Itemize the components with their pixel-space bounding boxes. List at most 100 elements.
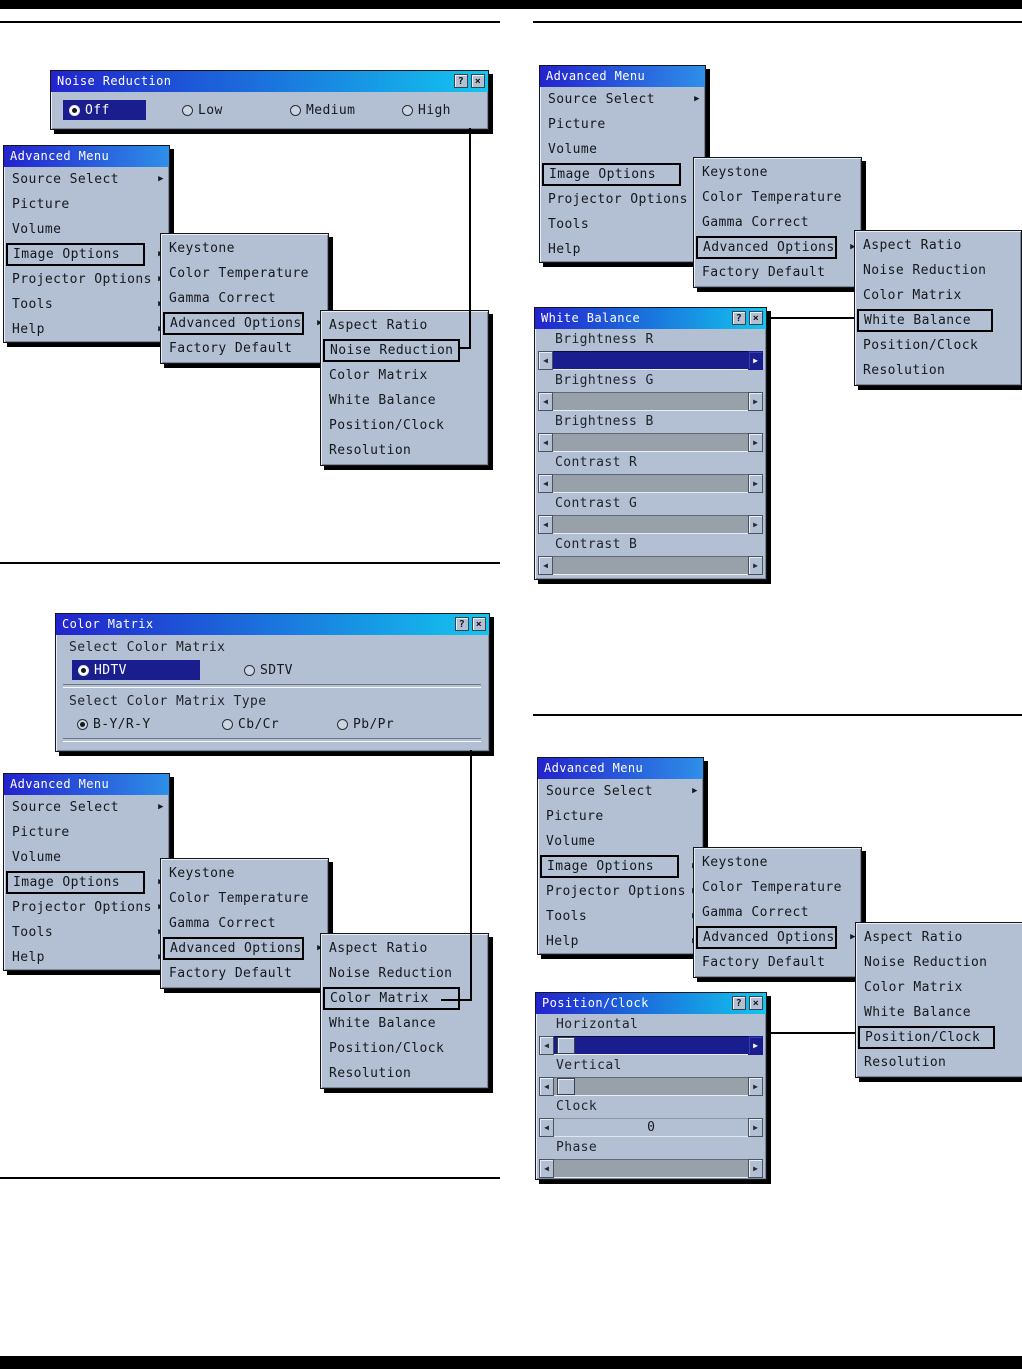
slider[interactable]: ◀ ▶ (538, 351, 763, 370)
menu-item[interactable]: Projector Options ▶ (540, 187, 705, 212)
menu-item[interactable]: White Balance ▶ (321, 388, 488, 413)
menu-item[interactable]: Advanced Options ▶ (161, 311, 328, 336)
menu-item[interactable]: Projector Options ▶ (4, 895, 169, 920)
menu-item[interactable]: Color Temperature ▶ (161, 886, 328, 911)
menu-item[interactable]: Picture ▶ (4, 820, 169, 845)
menu-item[interactable]: Volume ▶ (4, 217, 169, 242)
menu-item[interactable]: Resolution ▶ (321, 438, 488, 463)
menu-item[interactable]: Help ▶ (4, 317, 169, 342)
menu-item[interactable]: Keystone ▶ (694, 160, 861, 185)
menu-item[interactable]: Picture ▶ (4, 192, 169, 217)
help-button[interactable]: ? (455, 617, 469, 631)
menu-item[interactable]: Noise Reduction ▶ (856, 950, 1022, 975)
slider-left-button[interactable]: ◀ (538, 433, 553, 452)
slider-track[interactable] (553, 515, 748, 534)
menu-item[interactable]: Gamma Correct ▶ (694, 210, 861, 235)
menu-item[interactable]: White Balance ▶ (856, 1000, 1022, 1025)
close-button[interactable]: × (471, 74, 485, 88)
radio-option[interactable]: SDTV (238, 660, 299, 680)
menu-item[interactable]: Aspect Ratio ▶ (855, 233, 1021, 258)
menu-item[interactable]: Color Matrix ▶ (856, 975, 1022, 1000)
radio-option[interactable]: Off (63, 100, 146, 120)
slider-thumb[interactable] (557, 1078, 575, 1095)
close-button[interactable]: × (749, 311, 763, 325)
menu-item[interactable]: Projector Options ▶ (4, 267, 169, 292)
slider-right-button[interactable]: ▶ (748, 392, 763, 411)
menu-item[interactable]: Image Options ▶ (4, 870, 169, 895)
slider[interactable]: ◀ ▶ (539, 1159, 763, 1178)
close-button[interactable]: × (472, 617, 486, 631)
menu-item[interactable]: Source Select ▶ (538, 779, 703, 804)
menu-title-bar[interactable]: Advanced Menu (540, 66, 705, 87)
slider-left-button[interactable]: ◀ (538, 556, 553, 575)
menu-item[interactable]: Source Select ▶ (4, 795, 169, 820)
menu-item[interactable]: Projector Options ▶ (538, 879, 703, 904)
slider-right-button[interactable]: ▶ (748, 1118, 763, 1137)
slider-left-button[interactable]: ◀ (539, 1077, 554, 1096)
slider-left-button[interactable]: ◀ (539, 1036, 554, 1055)
menu-item[interactable]: Gamma Correct ▶ (161, 286, 328, 311)
slider-right-button[interactable]: ▶ (748, 556, 763, 575)
slider-track[interactable] (554, 1036, 748, 1055)
menu-item[interactable]: Aspect Ratio ▶ (856, 925, 1022, 950)
menu-item[interactable]: Color Temperature ▶ (694, 185, 861, 210)
radio-option[interactable]: Pb/Pr (331, 714, 400, 734)
dialog-title-bar[interactable]: Position/Clock ? × (536, 993, 766, 1014)
menu-item[interactable]: Advanced Options ▶ (694, 925, 861, 950)
radio-option[interactable]: High (396, 100, 457, 120)
menu-item[interactable]: Image Options ▶ (540, 162, 705, 187)
menu-item[interactable]: Factory Default ▶ (694, 950, 861, 975)
menu-item[interactable]: Source Select ▶ (4, 167, 169, 192)
menu-item[interactable]: Keystone ▶ (161, 236, 328, 261)
menu-item[interactable]: Position/Clock ▶ (321, 413, 488, 438)
slider-right-button[interactable]: ▶ (748, 474, 763, 493)
menu-item[interactable]: Noise Reduction ▶ (855, 258, 1021, 283)
menu-item[interactable]: Advanced Options ▶ (161, 936, 328, 961)
menu-item[interactable]: White Balance ▶ (321, 1011, 488, 1036)
menu-item[interactable]: Factory Default ▶ (694, 260, 861, 285)
slider-thumb[interactable] (557, 1037, 575, 1054)
menu-item[interactable]: Color Temperature ▶ (161, 261, 328, 286)
slider-track[interactable] (553, 556, 748, 575)
menu-item[interactable]: Tools ▶ (4, 920, 169, 945)
close-button[interactable]: × (749, 996, 763, 1010)
slider-track[interactable] (553, 351, 748, 370)
slider-right-button[interactable]: ▶ (748, 433, 763, 452)
radio-option[interactable]: B-Y/R-Y (71, 714, 157, 734)
slider-right-button[interactable]: ▶ (748, 1159, 763, 1178)
slider[interactable]: ◀ ▶ (539, 1077, 763, 1096)
menu-title-bar[interactable]: Advanced Menu (538, 758, 703, 779)
slider[interactable]: ◀ ▶ (538, 433, 763, 452)
slider-left-button[interactable]: ◀ (538, 392, 553, 411)
menu-item[interactable]: Help ▶ (538, 929, 703, 954)
menu-item[interactable]: Color Matrix ▶ (321, 986, 488, 1011)
menu-item[interactable]: Resolution ▶ (856, 1050, 1022, 1075)
menu-item[interactable]: Tools ▶ (4, 292, 169, 317)
menu-item[interactable]: Position/Clock ▶ (856, 1025, 1022, 1050)
menu-item[interactable]: Noise Reduction ▶ (321, 961, 488, 986)
menu-item[interactable]: Source Select ▶ (540, 87, 705, 112)
menu-item[interactable]: Volume ▶ (540, 137, 705, 162)
slider[interactable]: ◀ ▶ (538, 474, 763, 493)
menu-item[interactable]: White Balance ▶ (855, 308, 1021, 333)
slider-track[interactable] (554, 1159, 748, 1178)
menu-item[interactable]: Color Temperature ▶ (694, 875, 861, 900)
help-button[interactable]: ? (732, 996, 746, 1010)
radio-option[interactable]: Low (176, 100, 229, 120)
menu-item[interactable]: Gamma Correct ▶ (161, 911, 328, 936)
slider-track[interactable] (554, 1077, 748, 1096)
slider-left-button[interactable]: ◀ (538, 351, 553, 370)
menu-item[interactable]: Position/Clock ▶ (321, 1036, 488, 1061)
menu-item[interactable]: Resolution ▶ (855, 358, 1021, 383)
menu-item[interactable]: Factory Default ▶ (161, 336, 328, 361)
menu-item[interactable]: Picture ▶ (538, 804, 703, 829)
menu-item[interactable]: Image Options ▶ (538, 854, 703, 879)
slider[interactable]: ◀ ▶ (538, 515, 763, 534)
radio-option[interactable]: Medium (284, 100, 361, 120)
menu-item[interactable]: Color Matrix ▶ (321, 363, 488, 388)
menu-item[interactable]: Noise Reduction ▶ (321, 338, 488, 363)
help-button[interactable]: ? (454, 74, 468, 88)
menu-item[interactable]: Volume ▶ (4, 845, 169, 870)
menu-item[interactable]: Picture ▶ (540, 112, 705, 137)
slider-right-button[interactable]: ▶ (748, 515, 763, 534)
